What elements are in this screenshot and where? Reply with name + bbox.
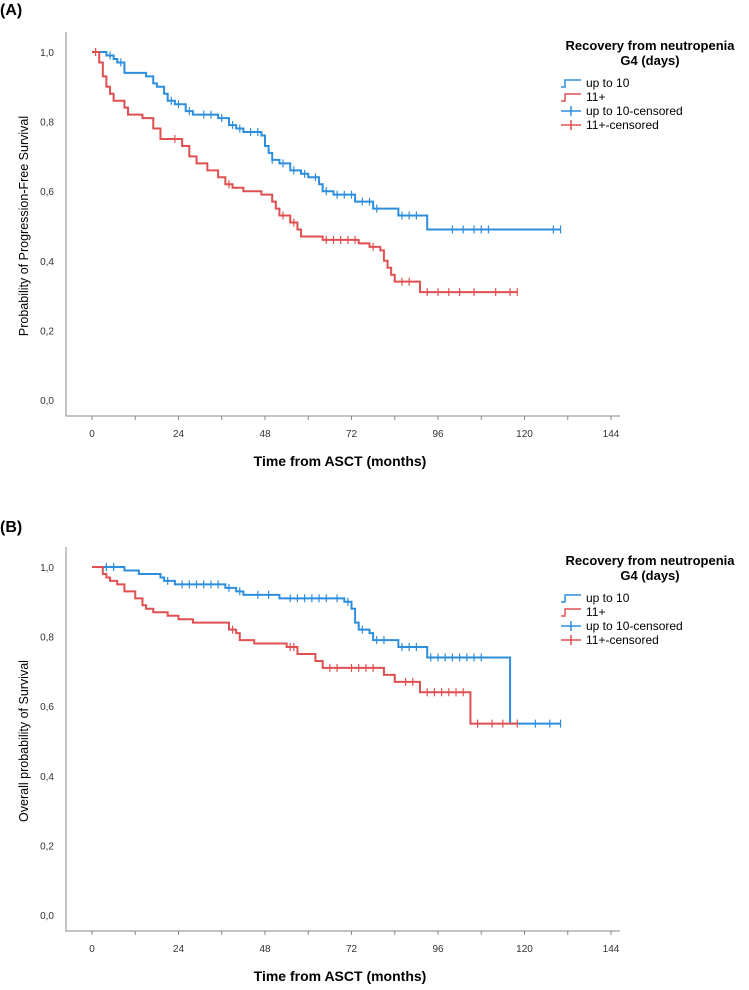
x-tick-label: 0: [89, 944, 95, 955]
legend-item: up to 10-censored: [560, 619, 740, 633]
x-tick-label: 120: [516, 429, 533, 440]
censor-icon: [561, 120, 581, 130]
x-tick-label: 72: [346, 429, 358, 440]
line-icon: [561, 79, 581, 88]
panel-label-a: (A): [0, 2, 23, 19]
axes: [65, 547, 620, 932]
y-axis-label: Overall probability of Survival: [17, 660, 31, 822]
y-tick-label: 0,8: [40, 633, 54, 644]
censor-icon: [561, 635, 581, 645]
censor-icon: [561, 621, 581, 631]
y-tick-label: 0,2: [40, 326, 54, 337]
x-axis-label: Time from ASCT (months): [254, 968, 427, 984]
y-tick-label: 1,0: [40, 563, 54, 574]
legend-item: 11+-censored: [560, 633, 740, 647]
x-tick-label: 72: [346, 944, 358, 955]
legend-title: Recovery from neutropenia G4 (days): [565, 553, 735, 583]
y-tick-label: 1,0: [40, 48, 54, 59]
y-tick-label: 0,2: [40, 841, 54, 852]
y-tick-label: 0,4: [40, 257, 54, 268]
survival-curve-up-to-10: [92, 566, 561, 725]
y-tick-label: 0,4: [40, 772, 54, 783]
x-tick-label: 24: [173, 944, 185, 955]
y-tick-label: 0,6: [40, 187, 54, 198]
x-axis-label: Time from ASCT (months): [254, 453, 427, 469]
survival-curve-up-to-10: [92, 51, 561, 231]
censor-icon: [561, 106, 581, 116]
line-icon: [561, 594, 581, 603]
legend-title: Recovery from neutropenia G4 (days): [565, 38, 735, 68]
legend-a: Recovery from neutropenia G4 (days) up t…: [560, 38, 740, 132]
legend-item: up to 10: [560, 76, 740, 90]
x-tick-label: 144: [603, 429, 620, 440]
x-tick-label: 96: [432, 429, 444, 440]
y-tick-label: 0,8: [40, 118, 54, 129]
x-tick-label: 48: [259, 429, 271, 440]
axes: [65, 32, 620, 417]
y-tick-label: 0,0: [40, 396, 54, 407]
line-icon: [561, 608, 581, 617]
y-tick-label: 0,0: [40, 911, 54, 922]
legend-item: 11+-censored: [560, 118, 740, 132]
x-tick-label: 24: [173, 429, 185, 440]
x-tick-label: 120: [516, 944, 533, 955]
legend-b: Recovery from neutropenia G4 (days) up t…: [560, 553, 740, 647]
x-tick-label: 0: [89, 429, 95, 440]
legend-item: up to 10-censored: [560, 104, 740, 118]
x-tick-label: 144: [603, 944, 620, 955]
x-tick-label: 48: [259, 944, 271, 955]
survival-curve-11-plus: [92, 51, 518, 294]
y-axis-label: Probability of Progression-Free Survival: [17, 116, 31, 336]
x-tick-label: 96: [432, 944, 444, 955]
legend-item: 11+: [560, 90, 740, 104]
panel-label-b: (B): [0, 519, 23, 536]
line-icon: [561, 93, 581, 102]
survival-curve-11-plus: [92, 566, 518, 725]
y-tick-label: 0,6: [40, 702, 54, 713]
legend-item: up to 10: [560, 591, 740, 605]
legend-item: 11+: [560, 605, 740, 619]
